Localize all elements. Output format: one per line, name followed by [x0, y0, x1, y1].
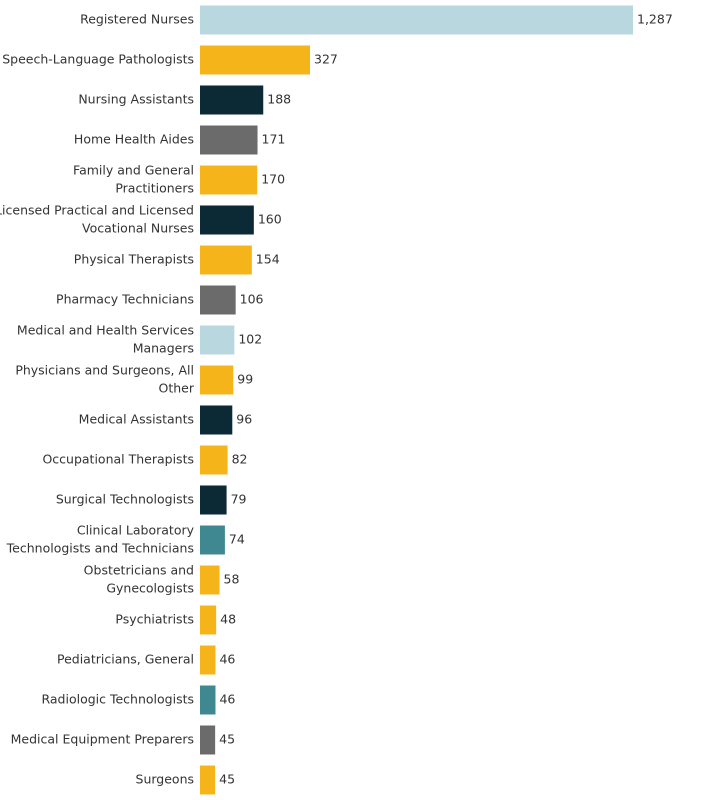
- category-label-occupational-therapists: Occupational Therapists: [42, 452, 194, 467]
- category-labels-group: Registered Nurses Speech-Language Patholo…: [0, 12, 195, 787]
- category-label-psychiatrists: Psychiatrists: [115, 612, 194, 627]
- category-label-family-and-general-practitioners: Family and General Practitioners: [73, 163, 194, 196]
- category-label-physical-therapists: Physical Therapists: [74, 252, 194, 267]
- value-label-psychiatrists: 48: [220, 612, 236, 627]
- category-label-nursing-assistants: Nursing Assistants: [78, 92, 194, 107]
- bar-licensed-practical-and-licensed-vocational-nurses: [200, 205, 254, 235]
- category-label-medical-assistants: Medical Assistants: [79, 412, 194, 427]
- category-label-radiologic-technologists: Radiologic Technologists: [41, 692, 194, 707]
- value-label-speech-language-pathologists: 327: [314, 52, 338, 67]
- category-label-medical-and-health-services-managers: Medical and Health Services Managers: [17, 323, 194, 356]
- bar-medical-assistants: [200, 405, 233, 435]
- bar-medical-equipment-preparers: [200, 725, 216, 755]
- category-label-licensed-practical-and-licensed-vocational-nurses: Licensed Practical and Licensed Vocationa…: [0, 203, 194, 236]
- bar-home-health-aides: [200, 125, 258, 155]
- value-label-obstetricians-and-gynecologists: 58: [224, 572, 240, 587]
- value-label-home-health-aides: 171: [262, 132, 286, 147]
- category-label-registered-nurses: Registered Nurses: [80, 12, 194, 27]
- bar-family-and-general-practitioners: [200, 165, 258, 195]
- bar-nursing-assistants: [200, 85, 264, 115]
- bar-medical-and-health-services-managers: [200, 325, 235, 355]
- value-label-registered-nurses: 1,287: [637, 12, 673, 27]
- category-label-speech-language-pathologists: Speech-Language Pathologists: [2, 52, 194, 67]
- category-label-surgical-technologists: Surgical Technologists: [56, 492, 194, 507]
- value-label-pediatricians-general: 46: [219, 652, 235, 667]
- bar-pediatricians-general: [200, 645, 216, 675]
- bar-surgeons: [200, 765, 216, 795]
- bar-physicians-and-surgeons-all-other: [200, 365, 234, 395]
- value-label-surgical-technologists: 79: [231, 492, 247, 507]
- bar-physical-therapists: [200, 245, 252, 275]
- bar-obstetricians-and-gynecologists: [200, 565, 220, 595]
- value-label-physicians-and-surgeons-all-other: 99: [237, 372, 253, 387]
- category-label-physicians-and-surgeons-all-other: Physicians and Surgeons, All Other: [15, 363, 195, 396]
- bar-psychiatrists: [200, 605, 217, 635]
- bar-surgical-technologists: [200, 485, 227, 515]
- category-label-clinical-laboratory-technologists-and-technicians: Clinical Laboratory Technologists and Tec…: [6, 523, 195, 556]
- category-label-home-health-aides: Home Health Aides: [74, 132, 194, 147]
- value-label-physical-therapists: 154: [256, 252, 280, 267]
- category-label-pediatricians-general: Pediatricians, General: [57, 652, 194, 667]
- category-label-pharmacy-technicians: Pharmacy Technicians: [56, 292, 194, 307]
- value-label-medical-equipment-preparers: 45: [219, 732, 235, 747]
- value-label-surgeons: 45: [219, 772, 235, 787]
- value-label-medical-assistants: 96: [236, 412, 252, 427]
- value-label-clinical-laboratory-technologists-and-technicians: 74: [229, 532, 245, 547]
- category-label-obstetricians-and-gynecologists: Obstetricians and Gynecologists: [84, 563, 194, 596]
- value-label-radiologic-technologists: 46: [219, 692, 235, 707]
- bars-group: [200, 5, 633, 795]
- category-label-medical-equipment-preparers: Medical Equipment Preparers: [11, 732, 194, 747]
- value-label-family-and-general-practitioners: 170: [261, 172, 285, 187]
- bar-registered-nurses: [200, 5, 633, 35]
- bar-speech-language-pathologists: [200, 45, 311, 75]
- bar-radiologic-technologists: [200, 685, 216, 715]
- value-label-pharmacy-technicians: 106: [240, 292, 264, 307]
- value-label-medical-and-health-services-managers: 102: [238, 332, 262, 347]
- bar-occupational-therapists: [200, 445, 228, 475]
- bar-pharmacy-technicians: [200, 285, 236, 315]
- value-label-occupational-therapists: 82: [232, 452, 248, 467]
- value-label-licensed-practical-and-licensed-vocational-nurses: 160: [258, 212, 282, 227]
- value-label-nursing-assistants: 188: [267, 92, 291, 107]
- value-labels-group: 1,287 327 188 171 170 160 154 106 102 99 96 82 79 74 5…: [219, 12, 673, 787]
- category-label-surgeons: Surgeons: [136, 772, 194, 787]
- bar-clinical-laboratory-technologists-and-technicians: [200, 525, 225, 555]
